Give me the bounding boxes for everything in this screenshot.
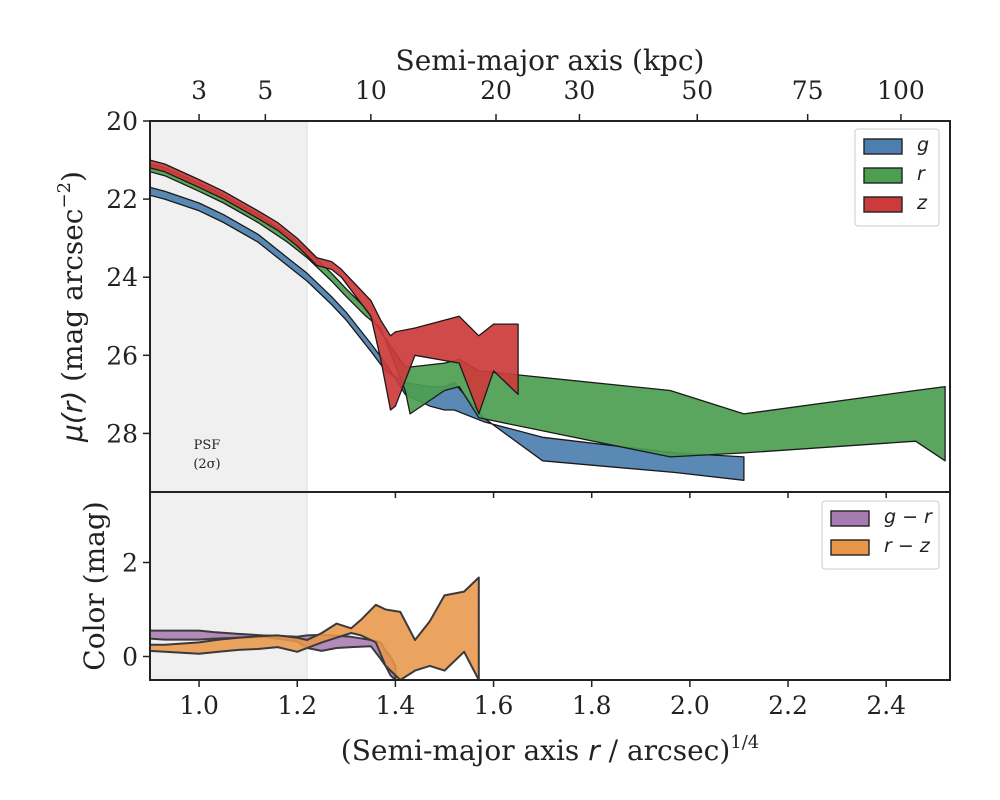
x-axis-ticks: 1.0 1.2 1.4 1.6 1.8 2.0 2.2 2.4	[179, 680, 906, 720]
x-tick-label: 1.8	[572, 691, 612, 720]
color-series	[150, 576, 480, 680]
series-band-rz	[150, 576, 480, 680]
x-axis-title: (Semi-major axis r / arcsec)1/4	[341, 732, 759, 767]
color-y-tick-label: 2	[122, 549, 138, 578]
surface-brightness-panel: 20 22 24 26 28 3 5 10 20 30 50 75 100 PSF (2σ) grz	[106, 76, 951, 498]
x-tick-label: 1.2	[277, 691, 317, 720]
legend-label: z	[916, 192, 928, 214]
x-tick-label: 2.4	[866, 691, 906, 720]
top-x-tick-label: 5	[257, 76, 273, 105]
top-x-tick-label: 30	[564, 76, 596, 105]
color-y-axis-title: Color (mag)	[78, 501, 111, 670]
legend-label: r	[917, 163, 926, 185]
color-y-axis-ticks: 02	[122, 549, 150, 672]
psf-shade	[150, 121, 308, 492]
top-x-axis-ticks: 3 5 10 20 30 50 75 100	[191, 76, 925, 121]
x-axis-title-base: (Semi-major axis	[341, 734, 588, 767]
color-panel: 02 1.0 1.2 1.4 1.6 1.8 2.0 2.2 2.4 g − rr − z	[122, 491, 951, 720]
x-tick-label: 1.4	[376, 691, 416, 720]
y-tick-label: 28	[106, 419, 138, 448]
y-axis-title-text: (mag arcsec	[56, 209, 89, 391]
x-tick-label: 1.6	[474, 691, 514, 720]
y-tick-label: 26	[106, 341, 138, 370]
legend-swatch	[863, 138, 903, 155]
series-band-g	[149, 186, 745, 481]
y-tick-label: 20	[106, 107, 138, 136]
x-tick-label: 2.2	[768, 691, 808, 720]
x-axis-title-mid: / arcsec)	[600, 734, 731, 767]
color-legend: g − r r − z	[821, 500, 940, 570]
color-y-tick-label: 0	[122, 643, 138, 672]
x-tick-label: 2.0	[670, 691, 710, 720]
psf-label-line2: (2σ)	[193, 457, 220, 472]
surface-brightness-series	[149, 159, 946, 481]
legend-label: g − r	[884, 506, 933, 528]
y-tick-label: 24	[106, 263, 138, 292]
y-axis-title-exponent: −2	[54, 182, 75, 209]
y-axis-title-close: )	[56, 171, 89, 182]
top-x-tick-label: 20	[480, 76, 512, 105]
top-x-tick-label: 75	[792, 76, 824, 105]
top-x-tick-label: 50	[681, 76, 713, 105]
y-axis-title-var: μ(r)	[56, 391, 89, 443]
legend-label: r − z	[884, 535, 931, 557]
x-tick-label: 1.0	[179, 691, 219, 720]
x-axis-title-exponent: 1/4	[730, 732, 759, 753]
legend-swatch	[830, 539, 870, 556]
top-x-axis-title: Semi-major axis (kpc)	[396, 44, 705, 77]
psf-region	[150, 121, 308, 492]
surface-brightness-legend: grz	[854, 128, 940, 227]
color-panel-frame	[149, 491, 951, 681]
legend-swatch	[830, 510, 870, 527]
legend-swatch	[863, 196, 903, 213]
top-x-tick-label: 100	[877, 76, 925, 105]
legend-swatch	[863, 167, 903, 184]
legend-label: g	[917, 134, 929, 156]
y-axis-title: μ(r) (mag arcsec−2)	[54, 171, 89, 443]
y-tick-label: 22	[106, 185, 138, 214]
psf-label-line1: PSF	[194, 438, 221, 453]
x-axis-title-var: r	[588, 734, 601, 767]
top-x-tick-label: 3	[191, 76, 207, 105]
y-axis-ticks: 20 22 24 26 28	[106, 107, 150, 448]
top-x-tick-label: 10	[355, 76, 387, 105]
series-band-z	[149, 159, 519, 415]
